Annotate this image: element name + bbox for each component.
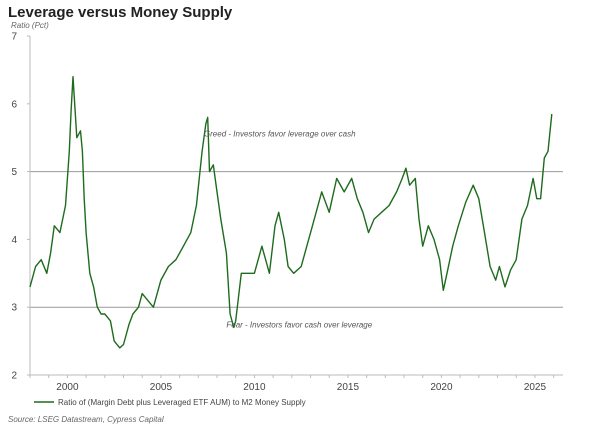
x-tick-label: 2010 xyxy=(243,382,266,393)
y-tick-label: 7 xyxy=(11,32,17,43)
x-tick-label: 2005 xyxy=(150,382,173,393)
x-tick-label: 2015 xyxy=(337,382,360,393)
annotation-fear: Fear - Investors favor cash over leverag… xyxy=(226,321,372,330)
y-tick-label: 6 xyxy=(11,99,17,110)
chart-title: Leverage versus Money Supply xyxy=(8,4,233,21)
y-axis-label: Ratio (Pct) xyxy=(11,21,49,30)
y-tick-label: 3 xyxy=(11,303,17,314)
x-tick-label: 2025 xyxy=(524,382,547,393)
annotation-greed: Greed - Investors favor leverage over ca… xyxy=(204,129,356,138)
y-tick-label: 5 xyxy=(11,167,17,178)
y-tick-label: 2 xyxy=(11,371,17,382)
source-note: Source: LSEG Datastream, Cypress Capital xyxy=(8,415,164,424)
series-line-0 xyxy=(29,75,553,349)
x-tick-label: 2000 xyxy=(56,382,79,393)
x-tick-label: 2020 xyxy=(430,382,453,393)
y-tick-label: 4 xyxy=(11,235,17,246)
legend-label: Ratio of (Margin Debt plus Leveraged ETF… xyxy=(58,398,306,407)
